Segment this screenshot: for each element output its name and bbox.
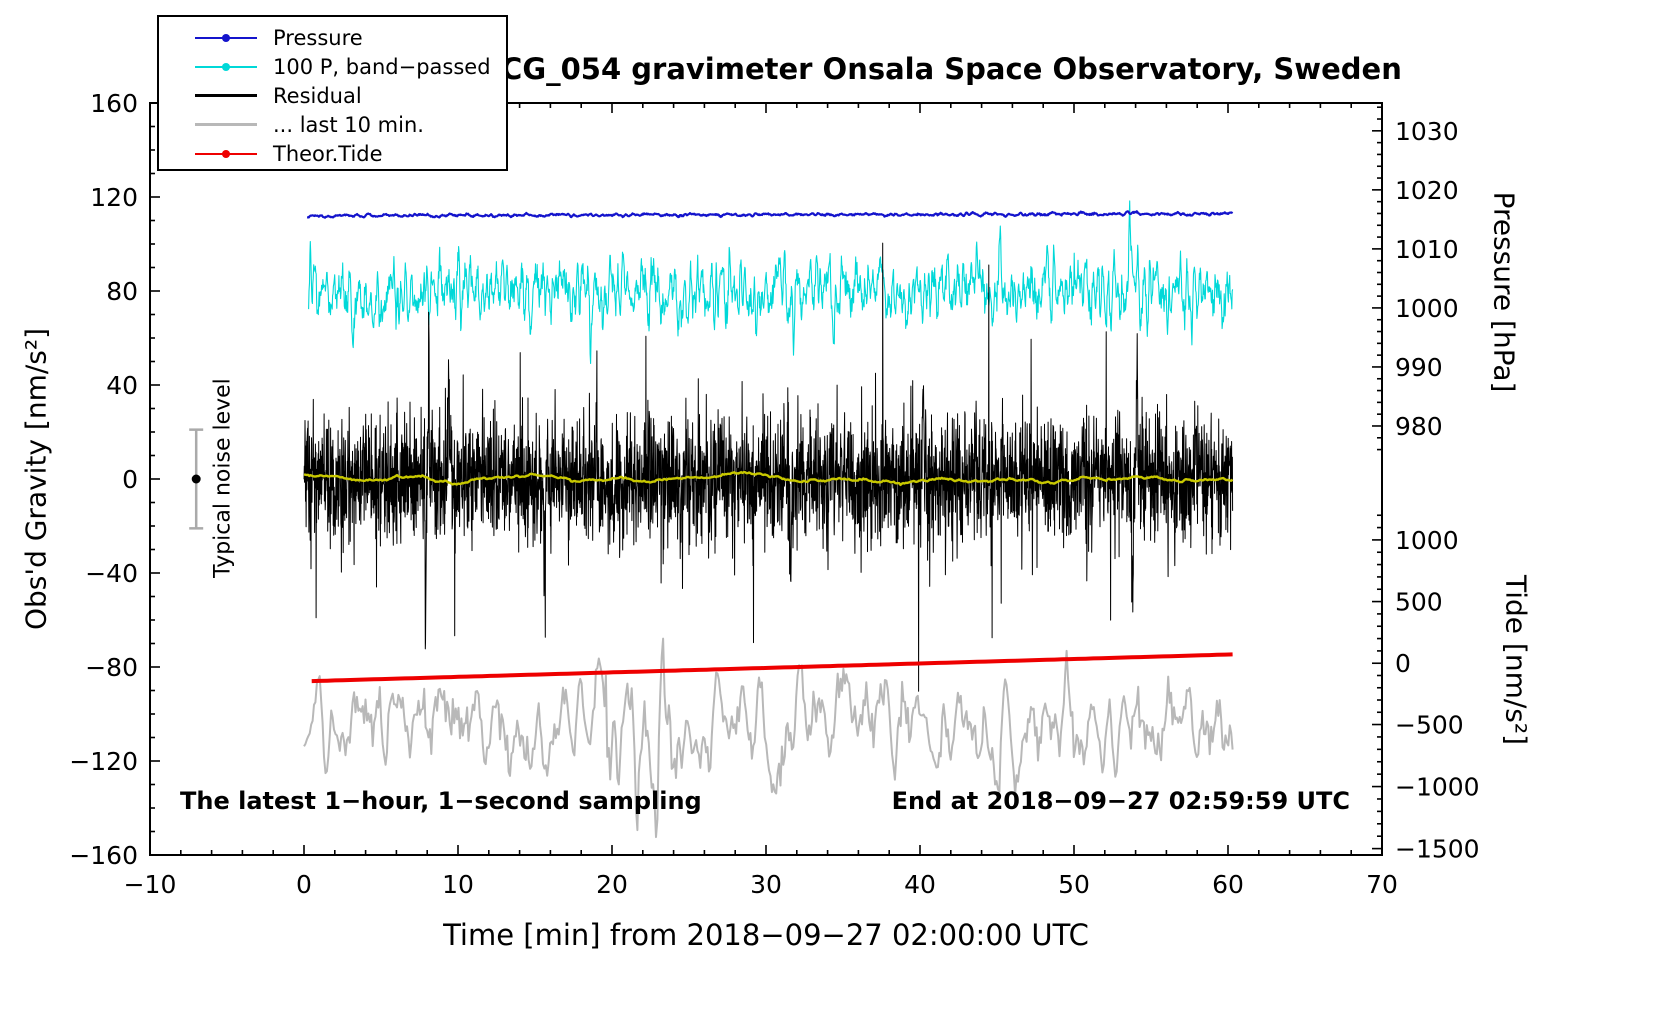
x-tick-label: 60 (1212, 870, 1244, 899)
y-tick-label-pressure: 1030 (1395, 117, 1459, 146)
y-tick-label-tide: −1000 (1395, 773, 1480, 802)
legend: Pressure 100 P, band−passed Residual ...… (157, 15, 508, 171)
y-tick-label-gravity: 40 (106, 371, 138, 400)
legend-item-pressure: Pressure (195, 23, 506, 52)
y-tick-label-gravity: −80 (85, 653, 138, 682)
x-tick-label: −10 (124, 870, 177, 899)
legend-swatch-2 (195, 89, 257, 103)
legend-swatch-3 (195, 118, 257, 132)
legend-swatch-4 (195, 147, 257, 161)
chart-title: SCG_054 gravimeter Onsala Space Observat… (480, 52, 1402, 86)
legend-label-band-passed: 100 P, band−passed (273, 54, 491, 79)
sampling-note: The latest 1−hour, 1−second sampling (180, 787, 702, 815)
y-tick-label-gravity: 160 (90, 89, 138, 118)
y-tick-label-gravity: −160 (69, 841, 138, 870)
legend-item-band-passed: 100 P, band−passed (195, 52, 506, 81)
legend-label-pressure: Pressure (273, 25, 363, 50)
legend-swatch-1 (195, 60, 257, 74)
x-axis-label: Time [min] from 2018−09−27 02:00:00 UTC (443, 918, 1089, 952)
series-residual (303, 242, 1234, 692)
y-tick-label-tide: 1000 (1395, 526, 1459, 555)
end-time-note: End at 2018−09−27 02:59:59 UTC (891, 787, 1350, 815)
series-pressure (306, 210, 1234, 219)
last-10-min-line-marker-icon (195, 123, 257, 126)
legend-swatch-0 (195, 31, 257, 45)
legend-item-last-10-min: ... last 10 min. (195, 110, 506, 139)
y-tick-label-pressure: 990 (1395, 353, 1443, 382)
legend-label-residual: Residual (273, 83, 362, 108)
y-tick-label-pressure: 1000 (1395, 294, 1459, 323)
y-tick-label-tide: 500 (1395, 588, 1443, 617)
y-tick-label-pressure: 1020 (1395, 176, 1459, 205)
pressure-dot-marker-icon (222, 33, 230, 42)
legend-item-theor-tide: Theor.Tide (195, 139, 506, 168)
residual-line-marker-icon (195, 94, 257, 97)
y-tick-label-gravity: 80 (106, 277, 138, 306)
legend-label-last-10-min: ... last 10 min. (273, 112, 424, 137)
x-tick-label: 0 (296, 870, 312, 899)
y-tick-label-pressure: 980 (1395, 412, 1443, 441)
y-tick-label-gravity: −40 (85, 559, 138, 588)
typical-noise-level-label: Typical noise level (210, 378, 236, 578)
y-axis-label-tide: Tide [nm/s²] (1499, 574, 1533, 746)
x-tick-label: 30 (750, 870, 782, 899)
legend-label-theor-tide: Theor.Tide (273, 141, 383, 166)
y-tick-label-gravity: −120 (69, 747, 138, 776)
x-tick-label: 70 (1366, 870, 1398, 899)
x-tick-label: 50 (1058, 870, 1090, 899)
y-tick-label-pressure: 1010 (1395, 235, 1459, 264)
y-axis-label-pressure: Pressure [hPa] (1487, 191, 1521, 393)
series-residual_last10 (303, 637, 1234, 839)
series-theor_tide (311, 652, 1233, 684)
series-filtered (303, 471, 1234, 487)
y-axis-label-gravity: Obs'd Gravity [nm/s²] (19, 327, 53, 631)
y-tick-label-gravity: 120 (90, 183, 138, 212)
y-tick-label-tide: −1500 (1395, 835, 1480, 864)
y-tick-label-tide: −500 (1395, 711, 1464, 740)
theor-tide-dot-marker-icon (222, 149, 230, 158)
y-tick-label-tide: 0 (1395, 649, 1411, 678)
band-passed-dot-marker-icon (222, 62, 230, 71)
x-tick-label: 40 (904, 870, 936, 899)
legend-item-residual: Residual (195, 81, 506, 110)
series-band_passed (308, 200, 1234, 365)
y-tick-label-gravity: 0 (122, 465, 138, 494)
x-tick-label: 10 (442, 870, 474, 899)
noise-level-dot (191, 474, 201, 484)
x-tick-label: 20 (596, 870, 628, 899)
